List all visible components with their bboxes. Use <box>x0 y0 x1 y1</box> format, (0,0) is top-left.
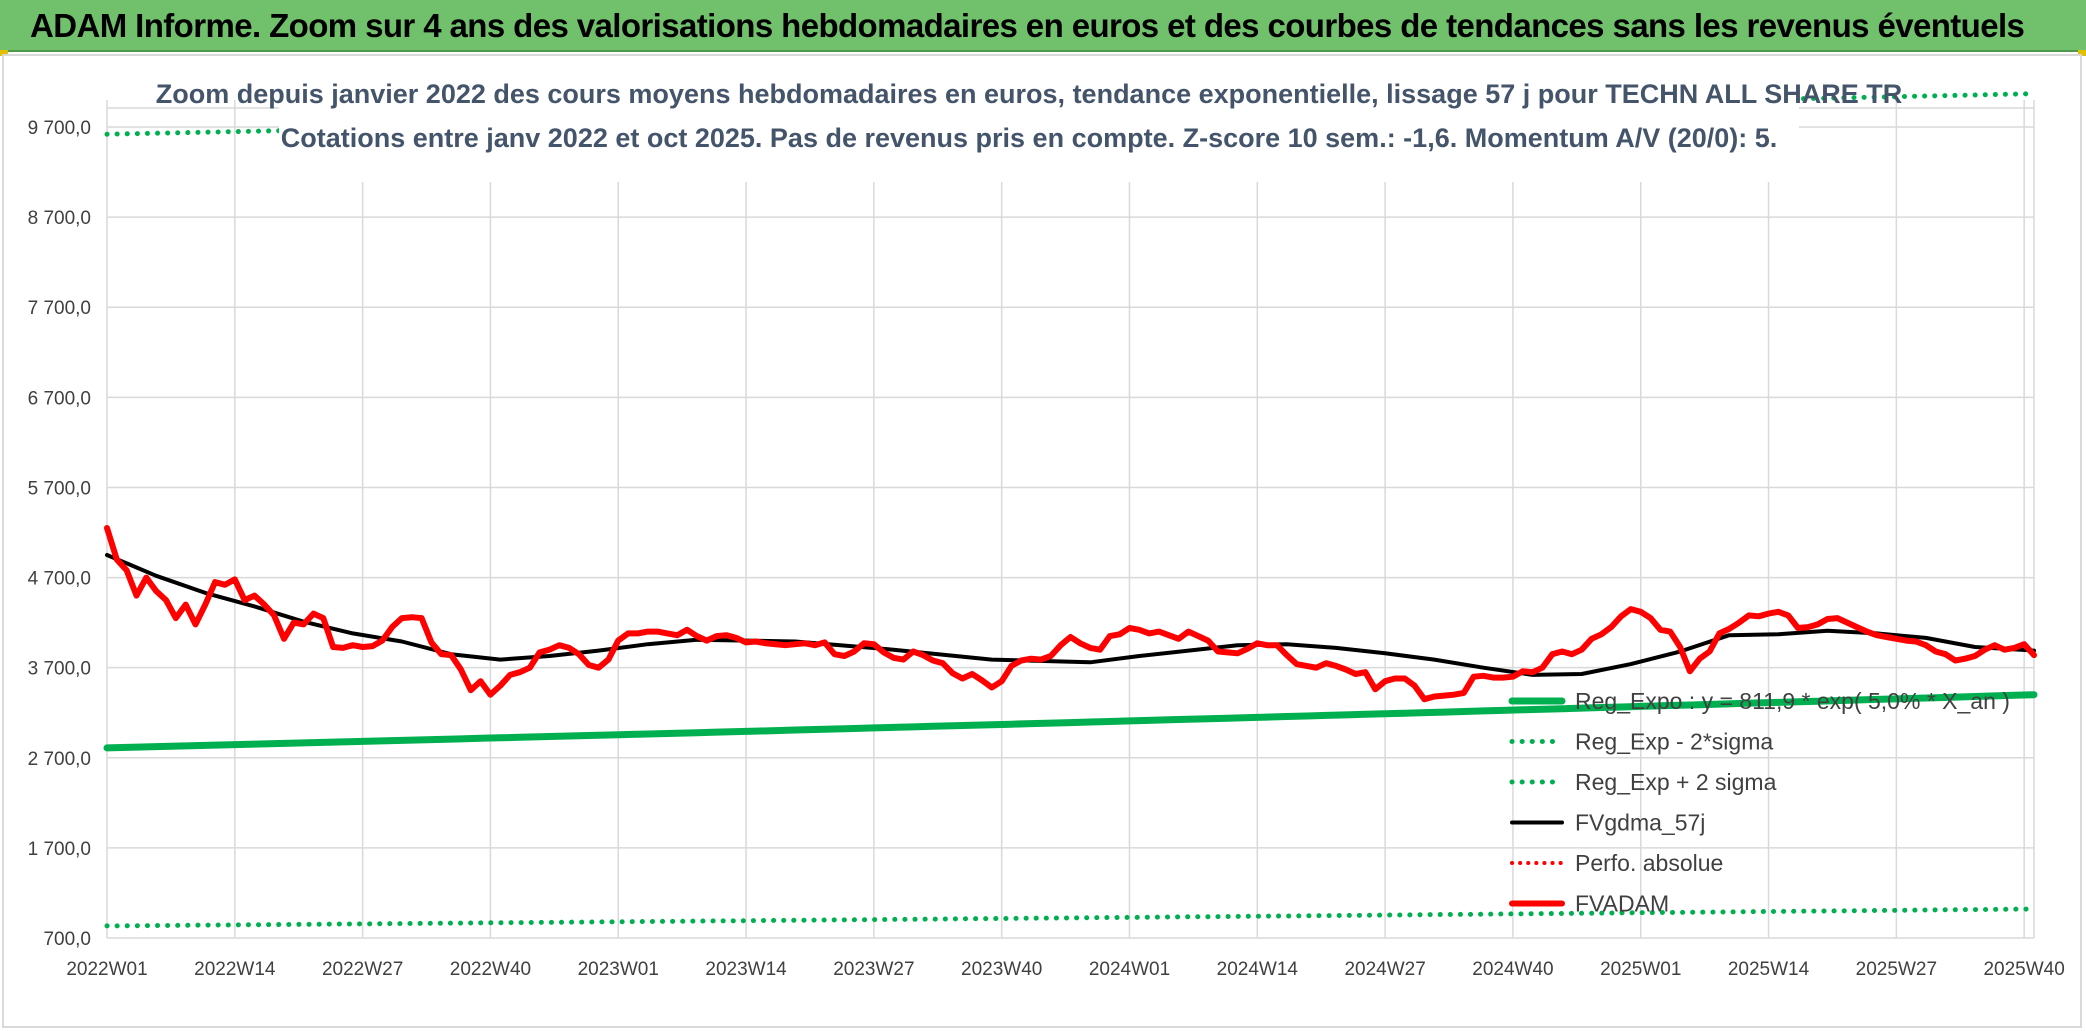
title-background <box>279 60 1799 182</box>
gridlines <box>106 100 2035 939</box>
series-reg-minus-2sigma <box>104 906 2037 929</box>
x-tick-label: 2022W01 <box>66 959 147 980</box>
x-tick-label: 2023W01 <box>578 959 659 980</box>
y-tick-label: 9 700,0 <box>28 118 91 139</box>
x-tick-label: 2023W27 <box>833 959 914 980</box>
y-tick-label: 6 700,0 <box>28 388 91 409</box>
legend-label: Reg_Exp - 2*sigma <box>1575 729 1773 755</box>
y-tick-label: 2 700,0 <box>28 749 91 770</box>
x-tick-label: 2025W01 <box>1600 959 1681 980</box>
line-chart: 9 700,0 8 700,0 7 700,0 6 700,0 5 700,0 4 700… <box>28 60 2065 980</box>
y-tick-label: 3 700,0 <box>28 659 91 680</box>
y-tick-label: 8 700,0 <box>28 208 91 229</box>
corner-accent-right <box>2078 50 2086 56</box>
report-banner: ADAM Informe. Zoom sur 4 ans des valoris… <box>0 0 2086 52</box>
x-tick-label: 2024W14 <box>1217 959 1299 980</box>
x-tick-label: 2025W14 <box>1728 959 1810 980</box>
x-tick-label: 2022W40 <box>450 959 531 980</box>
legend-label: Reg_Exp + 2 sigma <box>1575 769 1777 795</box>
y-tick-label: 5 700,0 <box>28 478 91 499</box>
legend-label: Reg_Expo : y = 811,9 * exp( 5,0% * X_an … <box>1575 688 2010 714</box>
y-tick-label: 1 700,0 <box>28 839 91 860</box>
report-title: ADAM Informe. Zoom sur 4 ans des valoris… <box>30 7 2025 44</box>
corner-accent-left <box>0 50 8 56</box>
y-tick-label: 4 700,0 <box>28 569 91 590</box>
x-tick-label: 2022W14 <box>194 959 276 980</box>
legend-label: Perfo. absolue <box>1575 850 1723 876</box>
chart-frame: 9 700,0 8 700,0 7 700,0 6 700,0 5 700,0 4 700… <box>2 54 2082 1028</box>
y-axis: 9 700,0 8 700,0 7 700,0 6 700,0 5 700,0 4 700… <box>28 118 91 950</box>
series-fvadam <box>104 525 2037 703</box>
series-reg-expo <box>103 691 2038 752</box>
y-tick-label: 700,0 <box>43 929 91 950</box>
x-tick-label: 2025W40 <box>1983 959 2064 980</box>
x-tick-label: 2025W27 <box>1856 959 1937 980</box>
x-tick-label: 2024W40 <box>1472 959 1553 980</box>
x-tick-label: 2024W27 <box>1344 959 1425 980</box>
series-fvgdma-57j <box>105 553 2036 677</box>
chart-title-line2: Cotations entre janv 2022 et oct 2025. P… <box>281 123 1778 153</box>
x-tick-label: 2023W40 <box>961 959 1042 980</box>
chart-title-line1: Zoom depuis janvier 2022 des cours moyen… <box>156 79 1902 109</box>
chart-legend: Reg_Expo : y = 811,9 * exp( 5,0% * X_an … <box>1508 688 2010 917</box>
series-layer <box>103 91 2038 929</box>
y-tick-label: 7 700,0 <box>28 298 91 319</box>
x-axis: 2022W01 2022W14 2022W27 2022W40 2023W01 2023W… <box>66 959 2065 980</box>
legend-label: FVgdma_57j <box>1575 810 1705 836</box>
legend-label: FVADAM <box>1575 891 1669 917</box>
x-tick-label: 2024W01 <box>1089 959 1170 980</box>
x-tick-label: 2022W27 <box>322 959 403 980</box>
x-tick-label: 2023W14 <box>705 959 787 980</box>
